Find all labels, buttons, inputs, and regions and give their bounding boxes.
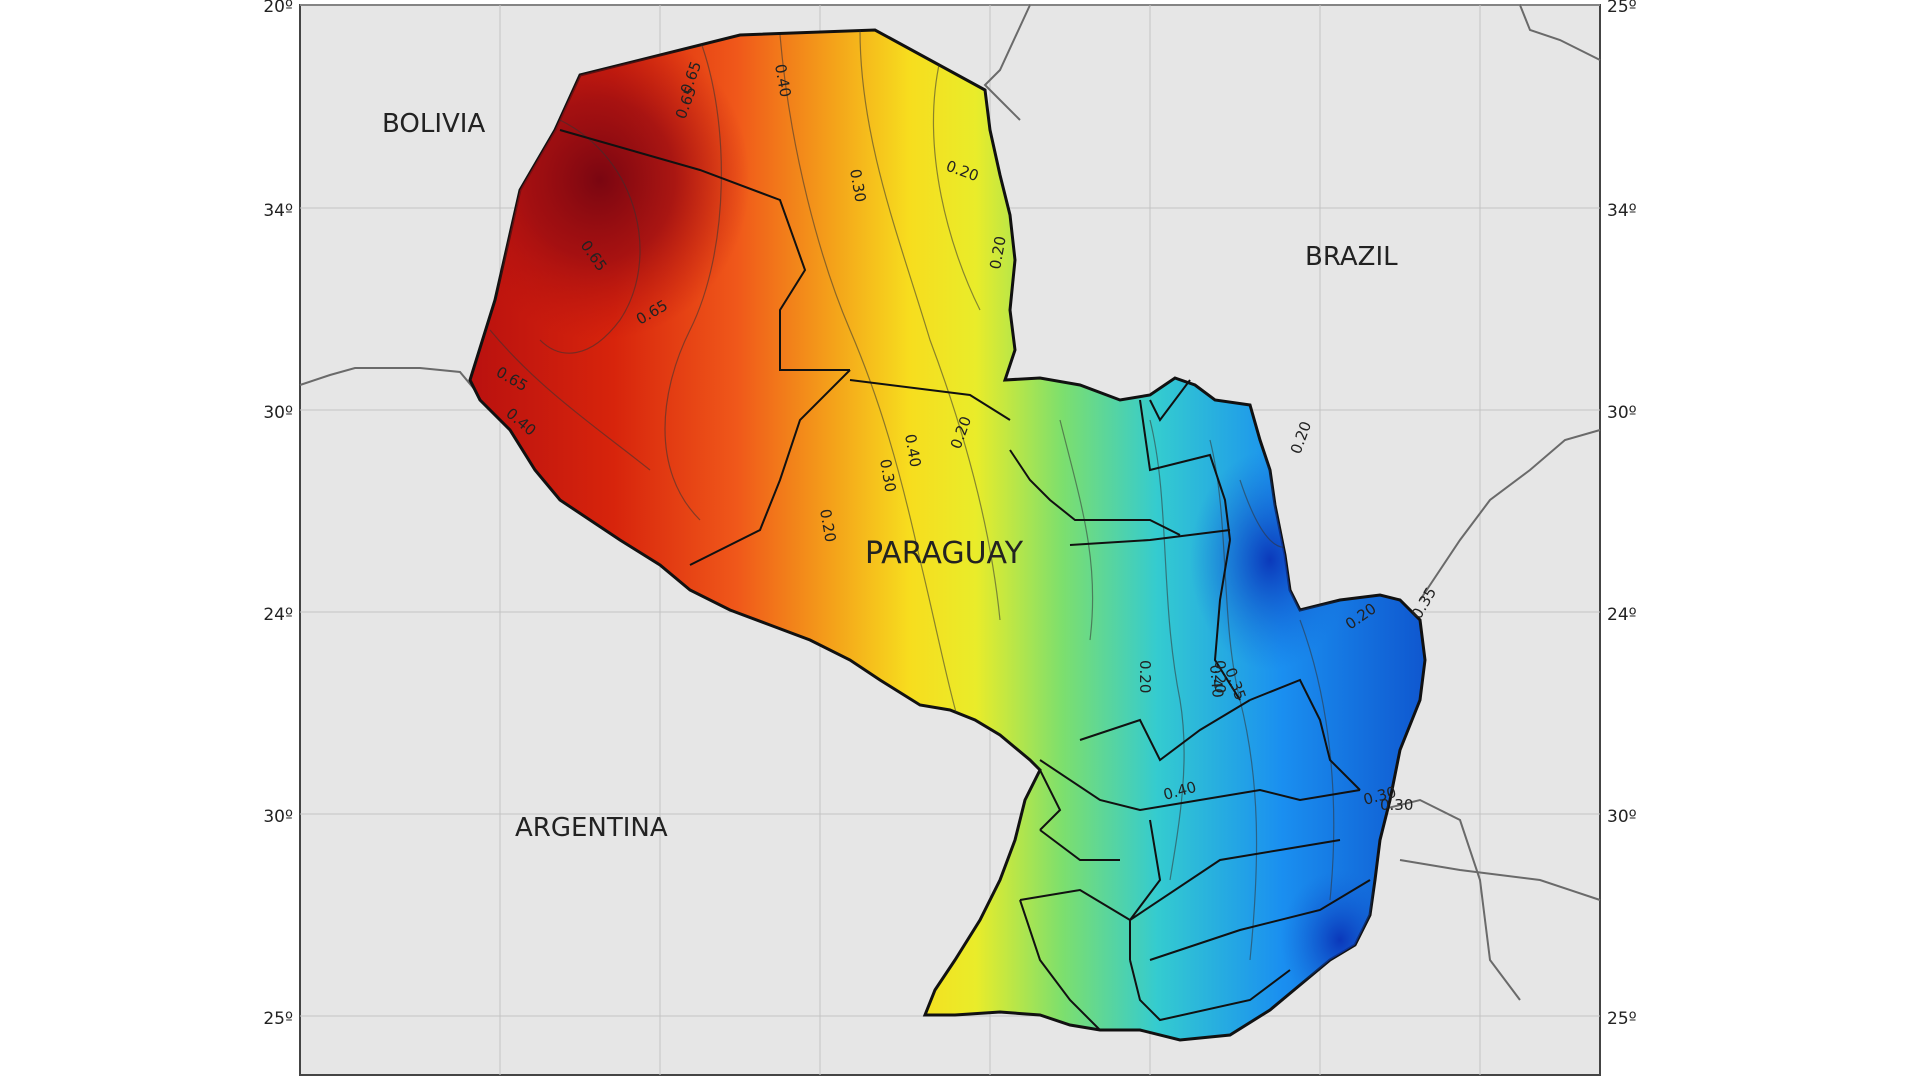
border-brazil-north (983, 4, 1031, 121)
dept-border-5 (1069, 529, 1231, 546)
department-borders (559, 129, 1371, 1031)
border-northeast (1519, 4, 1601, 61)
label-bolivia: BOLIVIA (382, 109, 485, 139)
dept-border-8 (1213, 539, 1241, 701)
dept-border-11 (1039, 759, 1361, 812)
axis-right-label-6: 25º (1607, 1009, 1637, 1029)
dept-border-19 (1039, 769, 1062, 831)
contour-label: 0.30 (1380, 796, 1413, 814)
contour-line (932, 59, 981, 311)
axis-right-label-2: 34º (1607, 201, 1637, 221)
dept-border-14 (1019, 888, 1131, 921)
contour-label: 0.20 (816, 508, 840, 544)
dept-border-16 (1129, 959, 1291, 1022)
contour-label: 0.30 (846, 168, 870, 204)
dept-border-4 (1009, 449, 1181, 536)
axis-left-label-2: 34º (263, 201, 293, 221)
contour-line (664, 39, 722, 521)
dept-border-15 (1019, 899, 1101, 1031)
dept-border-2 (689, 369, 851, 566)
label-argentina: ARGENTINA (515, 813, 668, 843)
axis-left-label-1: 20º (263, 0, 293, 17)
neighbor-borders (299, 4, 1601, 1001)
dept-border-17 (1149, 879, 1371, 961)
dept-border-7 (1149, 379, 1191, 422)
axis-left-label-4: 24º (263, 605, 293, 625)
label-brazil: BRAZIL (1305, 242, 1398, 272)
axis-labels-right: 25º 34º 30º 24º 30º 25º (1607, 0, 1637, 1029)
contour-line (539, 119, 641, 354)
dept-border-13 (1129, 839, 1341, 921)
axis-left-label-3: 30º (263, 403, 293, 423)
axis-right-label-5: 30º (1607, 807, 1637, 827)
country-labels: BOLIVIA BRAZIL ARGENTINA PARAGUAY (382, 109, 1398, 843)
contour-label: 0.40 (1206, 664, 1227, 699)
border-brazil-argentina-east (1419, 429, 1601, 601)
contour-label: 0.20 (1136, 660, 1154, 693)
contour-label: 0.20 (1211, 660, 1229, 693)
dept-border-18 (1039, 829, 1120, 861)
contour-line (1059, 419, 1094, 641)
dept-border-9 (1249, 678, 1361, 791)
dept-border-6 (1139, 399, 1231, 541)
contour-label: 0.30 (876, 458, 900, 494)
axis-left-label-6: 25º (263, 1009, 293, 1029)
label-paraguay: PARAGUAY (865, 536, 1024, 571)
border-bolivia-argentina (299, 367, 476, 391)
axis-right-label-3: 30º (1607, 403, 1637, 423)
dept-border-3 (849, 379, 1011, 421)
contour-label: 0.40 (901, 433, 925, 469)
border-southeast (1399, 859, 1601, 901)
axis-labels-left: 20º 34º 30º 24º 30º 25º (263, 0, 293, 1029)
contour-line (859, 30, 1001, 621)
contour-line (1149, 419, 1185, 881)
dept-border-12 (1129, 819, 1162, 960)
contour-label: 0.20 (986, 235, 1010, 271)
axis-right-label-4: 24º (1607, 605, 1637, 625)
dept-border-10 (1079, 699, 1251, 762)
contour-line (489, 329, 651, 471)
dept-border-1 (559, 129, 850, 371)
axis-right-label-1: 25º (1607, 0, 1637, 17)
border-argentina-brazil-south (1379, 798, 1521, 1001)
contour-line (1299, 619, 1335, 901)
contour-label: 0.40 (771, 63, 795, 99)
axis-left-label-5: 30º (263, 807, 293, 827)
contour-line (779, 34, 971, 761)
